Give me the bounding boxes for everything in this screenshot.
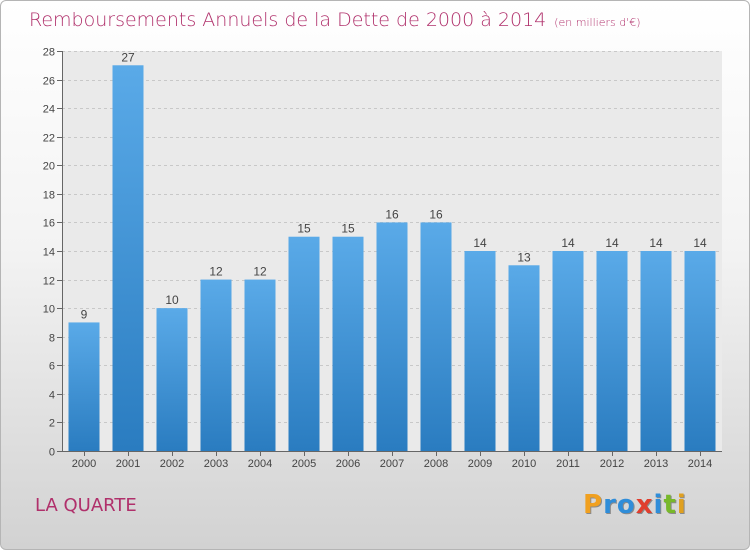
x-axis-ticks: 2000 2001 2002 2003 2004 2005 2006 2007 2008 2009… [72, 451, 712, 470]
data-label: 16 [385, 207, 399, 221]
x-tick-label: 2009 [468, 458, 492, 470]
bar-2014 [684, 251, 716, 451]
unit-label: (en milliers d'€) [554, 16, 641, 29]
logo-letter: t [663, 490, 677, 520]
y-tick-label: 26 [43, 76, 55, 88]
data-label: 14 [649, 236, 663, 250]
logo-letter: i [676, 490, 687, 520]
data-label: 15 [341, 222, 355, 236]
y-tick-label: 22 [43, 133, 55, 145]
x-tick-label: 2004 [248, 458, 272, 470]
bar-2000 [68, 322, 100, 451]
commune-name: LA QUARTE [35, 495, 137, 516]
x-tick-label: 2012 [600, 458, 624, 470]
bar-2008 [420, 222, 452, 451]
x-tick-label: 2003 [204, 458, 228, 470]
y-tick-label: 0 [49, 447, 55, 459]
logo-letter: o [616, 490, 636, 520]
x-tick-label: 2000 [72, 458, 96, 470]
x-tick-label: 2010 [512, 458, 536, 470]
y-tick-label: 8 [49, 333, 55, 345]
bar-2006 [332, 236, 364, 451]
bar-2005 [288, 236, 320, 451]
x-tick-label: 2002 [160, 458, 184, 470]
y-tick-label: 16 [43, 218, 55, 230]
y-tick-label: 4 [49, 390, 55, 402]
proxiti-logo[interactable]: Proxiti [583, 490, 687, 520]
bar-2004 [244, 279, 276, 451]
x-tick-label: 2007 [380, 458, 404, 470]
x-tick-label: 2006 [336, 458, 360, 470]
data-label: 13 [517, 250, 531, 264]
x-tick-label: 2013 [644, 458, 668, 470]
bar-2001 [112, 65, 144, 452]
data-label: 15 [297, 222, 311, 236]
y-tick-label: 14 [43, 247, 55, 259]
logo-letter: x [635, 490, 654, 520]
bar-2002 [156, 308, 188, 451]
logo-letter: i [653, 490, 664, 520]
logo-letter: P [583, 490, 604, 520]
x-tick-label: 2014 [688, 458, 712, 470]
data-label: 14 [605, 236, 619, 250]
bar-2013 [640, 251, 672, 451]
y-tick-label: 6 [49, 361, 55, 373]
x-tick-label: 2008 [424, 458, 448, 470]
y-tick-label: 18 [43, 190, 55, 202]
bar-2009 [464, 251, 496, 451]
chart-title: Remboursements Annuels de la Dette de 20… [29, 9, 641, 31]
bars [68, 65, 716, 452]
bar-2007 [376, 222, 408, 451]
y-tick-label: 2 [49, 418, 55, 430]
data-label: 14 [693, 236, 707, 250]
x-tick-label: 2011 [556, 458, 580, 470]
data-label: 27 [121, 50, 135, 64]
data-label: 10 [165, 293, 179, 307]
y-tick-label: 10 [43, 304, 55, 316]
title-text: Remboursements Annuels de la Dette de 20… [29, 9, 547, 31]
data-label: 12 [253, 265, 267, 279]
logo-letter: r [603, 490, 617, 520]
data-label: 14 [473, 236, 487, 250]
data-label: 14 [561, 236, 575, 250]
y-tick-label: 20 [43, 161, 55, 173]
data-label: 12 [209, 265, 223, 279]
data-label: 9 [81, 307, 88, 321]
data-label: 16 [429, 207, 443, 221]
bar-2012 [596, 251, 628, 451]
y-tick-label: 28 [43, 47, 55, 59]
data-labels: 9 27 10 12 12 15 15 16 16 14 13 14 14 14 14 [81, 50, 707, 321]
y-tick-label: 12 [43, 276, 55, 288]
y-tick-label: 24 [43, 104, 55, 116]
bar-2003 [200, 279, 232, 451]
bar-2011 [552, 251, 584, 451]
x-tick-label: 2001 [116, 458, 140, 470]
x-tick-label: 2005 [292, 458, 316, 470]
bar-2010 [508, 265, 540, 451]
